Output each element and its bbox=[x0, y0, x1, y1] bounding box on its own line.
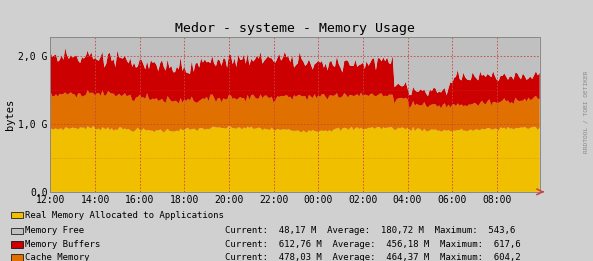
Text: Current:  612,76 M  Average:  456,18 M  Maximum:  617,6: Current: 612,76 M Average: 456,18 M Maxi… bbox=[225, 240, 521, 249]
Text: Cache Memory: Cache Memory bbox=[25, 253, 90, 261]
Text: Current:  48,17 M  Average:  180,72 M  Maximum:  543,6: Current: 48,17 M Average: 180,72 M Maxim… bbox=[225, 227, 515, 235]
Text: Memory Buffers: Memory Buffers bbox=[25, 240, 100, 249]
Y-axis label: bytes: bytes bbox=[5, 99, 15, 130]
Text: Current:  478,03 M  Average:  464,37 M  Maximum:  604,2: Current: 478,03 M Average: 464,37 M Maxi… bbox=[225, 253, 521, 261]
Title: Medor - systeme - Memory Usage: Medor - systeme - Memory Usage bbox=[175, 22, 415, 35]
Text: Real Memory Allocated to Applications: Real Memory Allocated to Applications bbox=[25, 211, 224, 220]
Text: Memory Free: Memory Free bbox=[25, 227, 84, 235]
Text: RRDTOOL / TOBI OETIKER: RRDTOOL / TOBI OETIKER bbox=[584, 71, 589, 153]
